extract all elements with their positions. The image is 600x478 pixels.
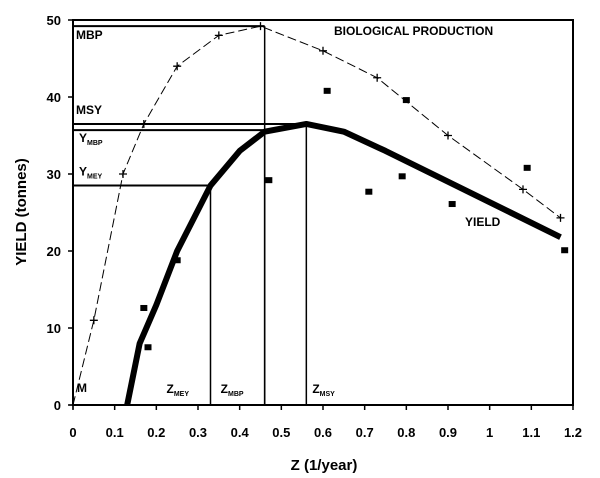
y-tick-label: 20 <box>47 244 61 259</box>
data-point <box>402 97 410 104</box>
x-tick-label: 0.7 <box>356 425 374 440</box>
m-label: M <box>77 381 87 395</box>
x-tick-label: 0.3 <box>189 425 207 440</box>
y-tick-label: 30 <box>47 167 61 182</box>
x-axis-label: Z (1/year) <box>291 457 358 474</box>
bio-production-point <box>319 46 327 55</box>
x-tick-label: 0.2 <box>147 425 165 440</box>
bio-production-point <box>89 316 98 325</box>
z-mey-label: ZMEY <box>167 382 190 398</box>
yield-line <box>124 120 562 406</box>
x-tick-label: 0.1 <box>106 425 124 440</box>
x-tick-label: 0.9 <box>439 425 457 440</box>
axes: 0 0.1 0.2 0.3 0.4 0.5 0.6 0.7 0.8 0.9 1 1.1 1.2 0 10 20… <box>47 13 583 440</box>
bio-production-point <box>139 119 148 128</box>
data-point <box>140 304 148 311</box>
labels: Z (1/year) YIELD (tonnes) BIOLOGICAL PRO… <box>13 24 501 474</box>
data-point <box>448 201 456 208</box>
y-tick-label: 50 <box>47 13 61 28</box>
x-tick-label: 0 <box>69 425 76 440</box>
x-tick-label: 1 <box>486 425 493 440</box>
z-msy-label: ZMSY <box>312 382 335 398</box>
bio-production-point <box>256 22 265 31</box>
data-point <box>265 177 273 184</box>
x-tick-label: 1.1 <box>522 425 540 440</box>
data-point <box>144 344 152 351</box>
bio-production-point <box>173 62 182 71</box>
mbp-label: MBP <box>76 28 103 42</box>
data-point <box>365 188 373 195</box>
data-point <box>323 87 331 94</box>
bio-production-line <box>72 25 561 406</box>
reference-lines: MBP MSY YMBP YMEY ZMEY ZMBP ZMSY <box>73 25 335 405</box>
y-tick-label: 0 <box>54 398 61 413</box>
x-tick-label: 0.6 <box>314 425 332 440</box>
x-tick-label: 0.4 <box>231 425 250 440</box>
y-mey-label: YMEY <box>79 165 103 181</box>
y-tick-label: 10 <box>47 321 61 336</box>
yield-label: YIELD <box>465 215 501 229</box>
bio-production-point <box>519 185 527 194</box>
data-point <box>398 173 406 180</box>
x-tick-label: 0.5 <box>272 425 290 440</box>
bio-production-label: BIOLOGICAL PRODUCTION <box>334 24 493 38</box>
y-mbp-label: YMBP <box>79 131 103 147</box>
bio-production-point <box>556 213 565 222</box>
data-point <box>523 164 531 171</box>
msy-label: MSY <box>76 103 102 117</box>
data-point <box>561 247 569 254</box>
bio-production-point <box>119 170 127 178</box>
bio-production-point <box>373 73 382 82</box>
x-tick-label: 1.2 <box>564 425 582 440</box>
y-tick-label: 40 <box>47 90 61 105</box>
bio-production-point <box>69 401 77 409</box>
bio-production-point <box>444 131 452 140</box>
y-axis-label: YIELD (tonnes) <box>13 158 30 266</box>
x-tick-label: 0.8 <box>397 425 415 440</box>
bio-production-point <box>214 31 223 40</box>
data-point <box>173 257 181 264</box>
z-mbp-label: ZMBP <box>221 382 244 398</box>
series <box>69 22 569 409</box>
